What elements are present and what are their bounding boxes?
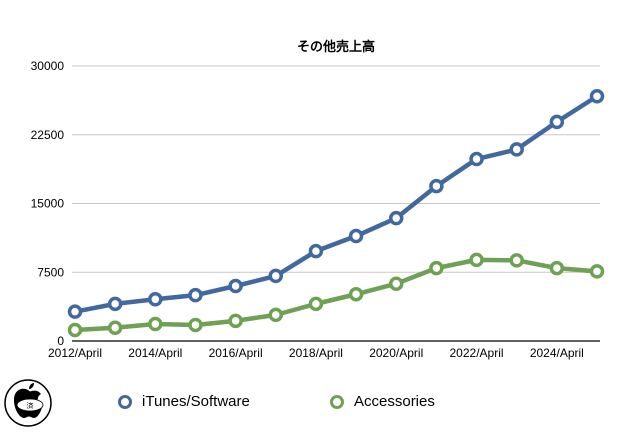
data-point — [589, 264, 605, 279]
x-tick-label: 2016/April — [209, 346, 263, 360]
data-point — [67, 322, 83, 338]
legend-marker-icon — [330, 394, 344, 409]
x-tick-label: 2024/April — [530, 346, 584, 360]
watermark-logo: 済 — [4, 379, 52, 427]
y-tick-label: 30000 — [31, 59, 65, 73]
data-point — [148, 292, 163, 307]
legend-marker-icon — [118, 394, 132, 409]
x-tick-label: 2020/April — [369, 346, 423, 360]
data-point — [268, 268, 284, 284]
legend-item-itunes-software: iTunes/Software — [118, 393, 250, 410]
data-point — [509, 142, 524, 157]
legend-item-accessories: Accessories — [330, 393, 435, 410]
legend-label: iTunes/Software — [142, 393, 250, 410]
y-tick-label: 15000 — [31, 197, 65, 211]
svg-text:済: 済 — [27, 401, 34, 410]
x-tick-label: 2018/April — [289, 346, 343, 360]
x-tick-label: 2022/April — [450, 346, 504, 360]
legend-label: Accessories — [354, 393, 435, 410]
data-point — [388, 276, 404, 291]
data-point — [348, 228, 364, 244]
data-point — [268, 307, 284, 323]
data-point — [228, 313, 243, 329]
chart-title: その他売上高 — [297, 39, 375, 55]
y-tick-label: 7500 — [37, 265, 64, 279]
data-point — [549, 260, 565, 276]
data-point — [549, 114, 565, 130]
data-point — [589, 89, 605, 104]
data-point — [308, 243, 324, 259]
data-point — [429, 260, 444, 276]
y-tick-label: 0 — [57, 334, 64, 348]
data-point — [67, 304, 83, 319]
data-point — [429, 178, 444, 194]
data-point — [107, 320, 123, 335]
data-point — [188, 317, 203, 333]
x-tick-label: 2012/April — [48, 346, 102, 360]
data-point — [469, 151, 484, 167]
data-point — [388, 210, 404, 226]
data-point — [188, 287, 203, 303]
data-point — [308, 296, 324, 312]
data-point — [469, 252, 484, 268]
data-point — [348, 287, 364, 302]
data-point — [228, 278, 243, 294]
y-tick-label: 22500 — [31, 128, 65, 142]
data-point — [148, 316, 163, 332]
data-point — [509, 253, 524, 268]
x-tick-label: 2014/April — [128, 346, 182, 360]
data-point — [107, 296, 123, 312]
